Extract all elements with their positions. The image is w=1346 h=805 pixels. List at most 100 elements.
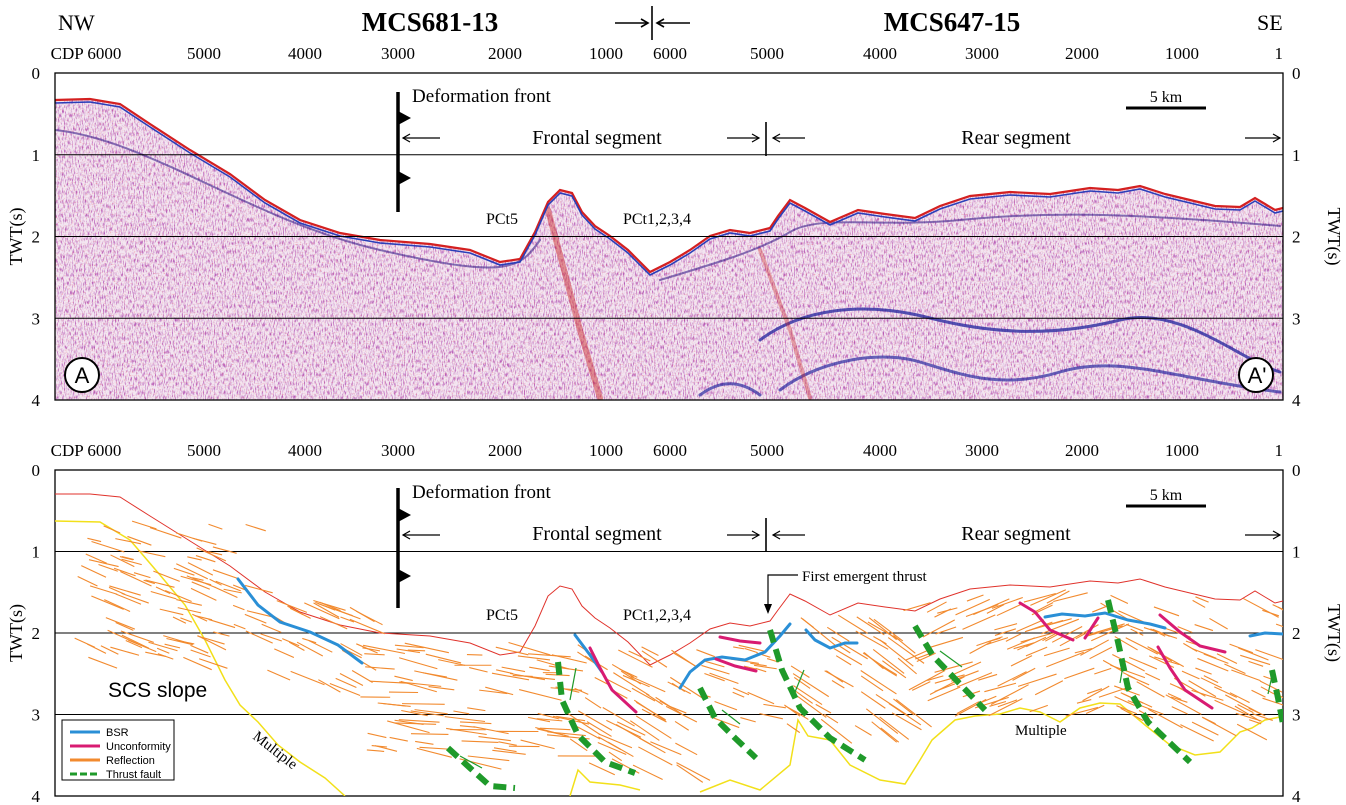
unconformity-lines [588,601,1227,714]
direction-se: SE [1257,10,1283,35]
cdp-tick-label: 3000 [381,44,415,63]
line-junction-marker [615,6,690,40]
legend-label: Thrust fault [106,769,161,781]
bsr-lines [236,577,1283,690]
point-a-prime-marker: A' [1238,357,1274,393]
thrust-fault-lines [445,599,1283,791]
seafloor-line-lower [55,493,1283,666]
cdp-tick-label: 1000 [589,441,623,460]
svg-text:A': A' [1248,363,1267,388]
twt-tick-label-left: 2 [32,228,41,247]
twt-tick-label-right: 2 [1292,624,1301,643]
svg-text:A: A [75,363,90,388]
cdp-tick-label: 2000 [1065,441,1099,460]
twt-tick-label-left: 2 [32,624,41,643]
cdp-tick-label: 4000 [288,44,322,63]
legend-label: Unconformity [106,741,171,753]
multiple-line-left [55,520,346,796]
cdp-tick-label: 5000 [187,44,221,63]
pct1234-label-lower: PCt1,2,3,4 [623,607,691,624]
pct5-label-upper: PCt5 [486,211,518,228]
cdp-axis-lower: CDP 6000 5000 4000 3000 2000 1000 6000 5000 4000… [51,441,1283,460]
segment-arrows-lower [401,518,1282,552]
cdp-tick-label: 1 [1275,44,1284,63]
deformation-front-label-lower: Deformation front [412,482,551,503]
svg-text:First emergent thrust: First emergent thrust [802,569,928,585]
twt-tick-label-right: 0 [1292,64,1301,83]
first-emergent-thrust-callout: First emergent thrust [764,569,928,614]
cdp-tick-label: 3000 [381,441,415,460]
cdp-tick-label: 4000 [863,44,897,63]
multiple-label-left: Multiple [250,729,301,774]
twt-tick-label-left: 0 [32,461,41,480]
legend-label: Reflection [106,755,155,767]
twt-tick-label-left: 0 [32,64,41,83]
deformation-front-marker-lower [396,488,411,608]
twt-tick-label-right: 3 [1292,309,1301,328]
legend-label: BSR [106,727,129,739]
scale-bar-upper: 5 km [1126,89,1206,110]
twt-tick-label-right: 2 [1292,228,1301,247]
twt-axis-label-left: TWT(s) [6,604,27,662]
scale-bar-lower: 5 km [1126,487,1206,508]
cdp-tick-label: 2000 [1065,44,1099,63]
twt-tick-label-right: 4 [1292,787,1301,805]
deformation-front-label-upper: Deformation front [412,86,551,107]
twt-tick-label-right: 4 [1292,391,1301,410]
frame-upper [54,72,1284,401]
point-a-marker: A [64,357,100,393]
twt-axis-label-left: TWT(s) [6,208,27,266]
cdp-tick-label: 6000 [653,441,687,460]
direction-nw: NW [58,10,95,35]
cdp-tick-label: 2000 [488,441,522,460]
twt-axis-label-right: TWT(s) [1323,208,1344,266]
twt-tick-label-left: 3 [32,706,41,725]
cdp-tick-label: 5000 [750,441,784,460]
rear-segment-label-lower: Rear segment [961,523,1071,545]
twt-tick-label-right: 1 [1292,146,1301,165]
twt-tick-label-right: 0 [1292,461,1301,480]
pct5-label-lower: PCt5 [486,607,518,624]
frontal-segment-label-lower: Frontal segment [532,523,662,545]
cdp-axis-upper: CDP 6000 5000 4000 3000 2000 1000 6000 5000 4000… [51,44,1283,63]
twt-tick-label-left: 1 [32,543,41,562]
twt-tick-label-left: 4 [32,391,41,410]
frontal-segment-label-upper: Frontal segment [532,127,662,149]
reflection-lines [74,520,1283,783]
svg-text:5 km: 5 km [1150,487,1183,504]
fault-motion-arrows [459,650,1273,769]
twt-tick-label-left: 1 [32,146,41,165]
multiple-label-right: Multiple [1015,723,1067,739]
deformation-front-marker-upper [396,92,411,212]
pct1234-label-upper: PCt1,2,3,4 [623,211,691,228]
cdp-tick-label: 4000 [288,441,322,460]
cdp-tick-label: 5000 [750,44,784,63]
cdp-tick-label: CDP 6000 [51,441,122,460]
twt-tick-label-right: 1 [1292,543,1301,562]
cdp-tick-label: 2000 [488,44,522,63]
cdp-tick-label: 6000 [653,44,687,63]
cdp-tick-label: 1000 [589,44,623,63]
line-name-right: MCS647-15 [884,7,1021,37]
cdp-tick-label: 3000 [965,441,999,460]
scs-slope-label: SCS slope [108,679,207,702]
line-name-left: MCS681-13 [362,7,499,37]
twt-tick-label-left: 4 [32,787,41,805]
rear-segment-label-upper: Rear segment [961,127,1071,149]
twt-axis-label-right: TWT(s) [1323,604,1344,662]
cdp-tick-label: 5000 [187,441,221,460]
cdp-tick-label: 4000 [863,441,897,460]
cdp-tick-label: CDP 6000 [51,44,122,63]
svg-text:5 km: 5 km [1150,89,1183,106]
cdp-tick-label: 1000 [1165,44,1199,63]
multiple-line-right [569,702,1281,796]
legend: BSR Unconformity Reflection Thrust fault [61,719,175,781]
cdp-tick-label: 1 [1275,441,1284,460]
segment-arrows-upper [401,122,1282,156]
twt-tick-label-left: 3 [32,309,41,328]
twt-gridlines-lower [55,551,1283,715]
cdp-tick-label: 3000 [965,44,999,63]
cdp-tick-label: 1000 [1165,441,1199,460]
